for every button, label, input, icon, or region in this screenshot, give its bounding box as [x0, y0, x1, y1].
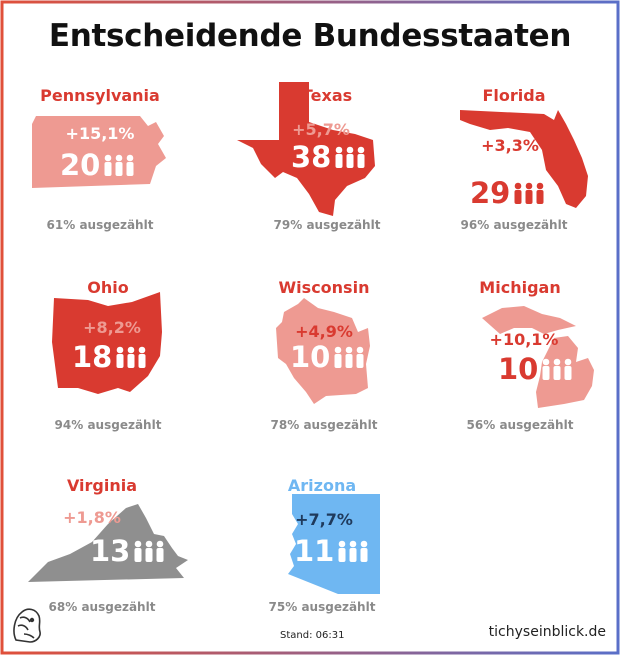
votes-number: 10: [498, 352, 539, 386]
votes-number: 18: [72, 340, 113, 374]
people-icon: [337, 540, 371, 562]
change-label: +5,7%: [292, 120, 350, 139]
counted-label: 78% ausgezählt: [270, 418, 378, 432]
change-label: +4,9%: [295, 322, 353, 341]
counted-label: 68% ausgezählt: [48, 600, 156, 614]
state-name: Ohio: [87, 278, 129, 297]
votes-number: 20: [60, 148, 101, 182]
counted-label: 75% ausgezählt: [268, 600, 376, 614]
people-icon: [334, 146, 368, 168]
virginia-shape: [28, 504, 188, 582]
counted-label: 96% ausgezählt: [460, 218, 568, 232]
change-label: +10,1%: [489, 330, 559, 349]
state-name: Texas: [301, 86, 353, 105]
state-card-michigan: Michigan +10,1% 10 56% ausgezählt: [420, 278, 620, 458]
people-icon: [103, 154, 137, 176]
people-icon: [333, 346, 367, 368]
state-card-wisconsin: Wisconsin +4,9% 10 78% ausgezählt: [224, 278, 424, 458]
people-icon: [115, 346, 149, 368]
state-name: Michigan: [479, 278, 561, 297]
electoral-votes: 10: [290, 340, 367, 374]
electoral-votes: 10: [498, 352, 575, 386]
state-name: Wisconsin: [278, 278, 370, 297]
electoral-votes: 11: [294, 534, 371, 568]
votes-number: 11: [294, 534, 335, 568]
arizona-shape: [288, 494, 380, 594]
counted-label: 61% ausgezählt: [46, 218, 154, 232]
state-name: Florida: [482, 86, 546, 105]
florida-shape: [460, 110, 588, 208]
wisconsin-shape: [276, 298, 370, 404]
votes-number: 10: [290, 340, 331, 374]
electoral-votes: 38: [291, 140, 368, 174]
state-name: Pennsylvania: [40, 86, 160, 105]
counted-label: 94% ausgezählt: [54, 418, 162, 432]
state-card-pennsylvania: Pennsylvania +15,1% 20 61% ausgezählt: [0, 82, 200, 262]
change-label: +7,7%: [295, 510, 353, 529]
state-card-virginia: Virginia +1,8% 13 68% ausgezählt: [2, 474, 202, 654]
electoral-votes: 13: [90, 534, 167, 568]
ohio-shape: [52, 292, 162, 394]
votes-number: 38: [291, 140, 332, 174]
texas-shape: [237, 82, 375, 216]
votes-number: 13: [90, 534, 131, 568]
state-card-arizona: Arizona +7,7% 11 75% ausgezählt: [222, 474, 422, 654]
change-label: +8,2%: [83, 318, 141, 337]
site-link[interactable]: tichyseinblick.de: [488, 624, 606, 640]
people-icon: [541, 358, 575, 380]
votes-number: 29: [470, 176, 511, 210]
electoral-votes: 29: [470, 176, 547, 210]
page-title: Entscheidende Bundesstaaten: [48, 18, 572, 54]
change-label: +1,8%: [63, 508, 121, 527]
people-icon: [133, 540, 167, 562]
state-name: Virginia: [66, 476, 138, 495]
lion-logo-icon: [13, 608, 41, 643]
counted-label: 56% ausgezählt: [466, 418, 574, 432]
state-name: Arizona: [287, 476, 357, 495]
state-card-ohio: Ohio +8,2% 18 94% ausgezählt: [8, 278, 208, 458]
electoral-votes: 18: [72, 340, 149, 374]
state-card-texas: Texas +5,7% 38 79% ausgezählt: [227, 82, 427, 262]
people-icon: [513, 182, 547, 204]
state-card-florida: Florida +3,3% 29 96% ausgezählt: [414, 82, 614, 262]
counted-label: 79% ausgezählt: [273, 218, 381, 232]
change-label: +15,1%: [65, 124, 135, 143]
electoral-votes: 20: [60, 148, 137, 182]
timestamp-label: Stand: 06:31: [280, 630, 345, 641]
change-label: +3,3%: [481, 136, 539, 155]
